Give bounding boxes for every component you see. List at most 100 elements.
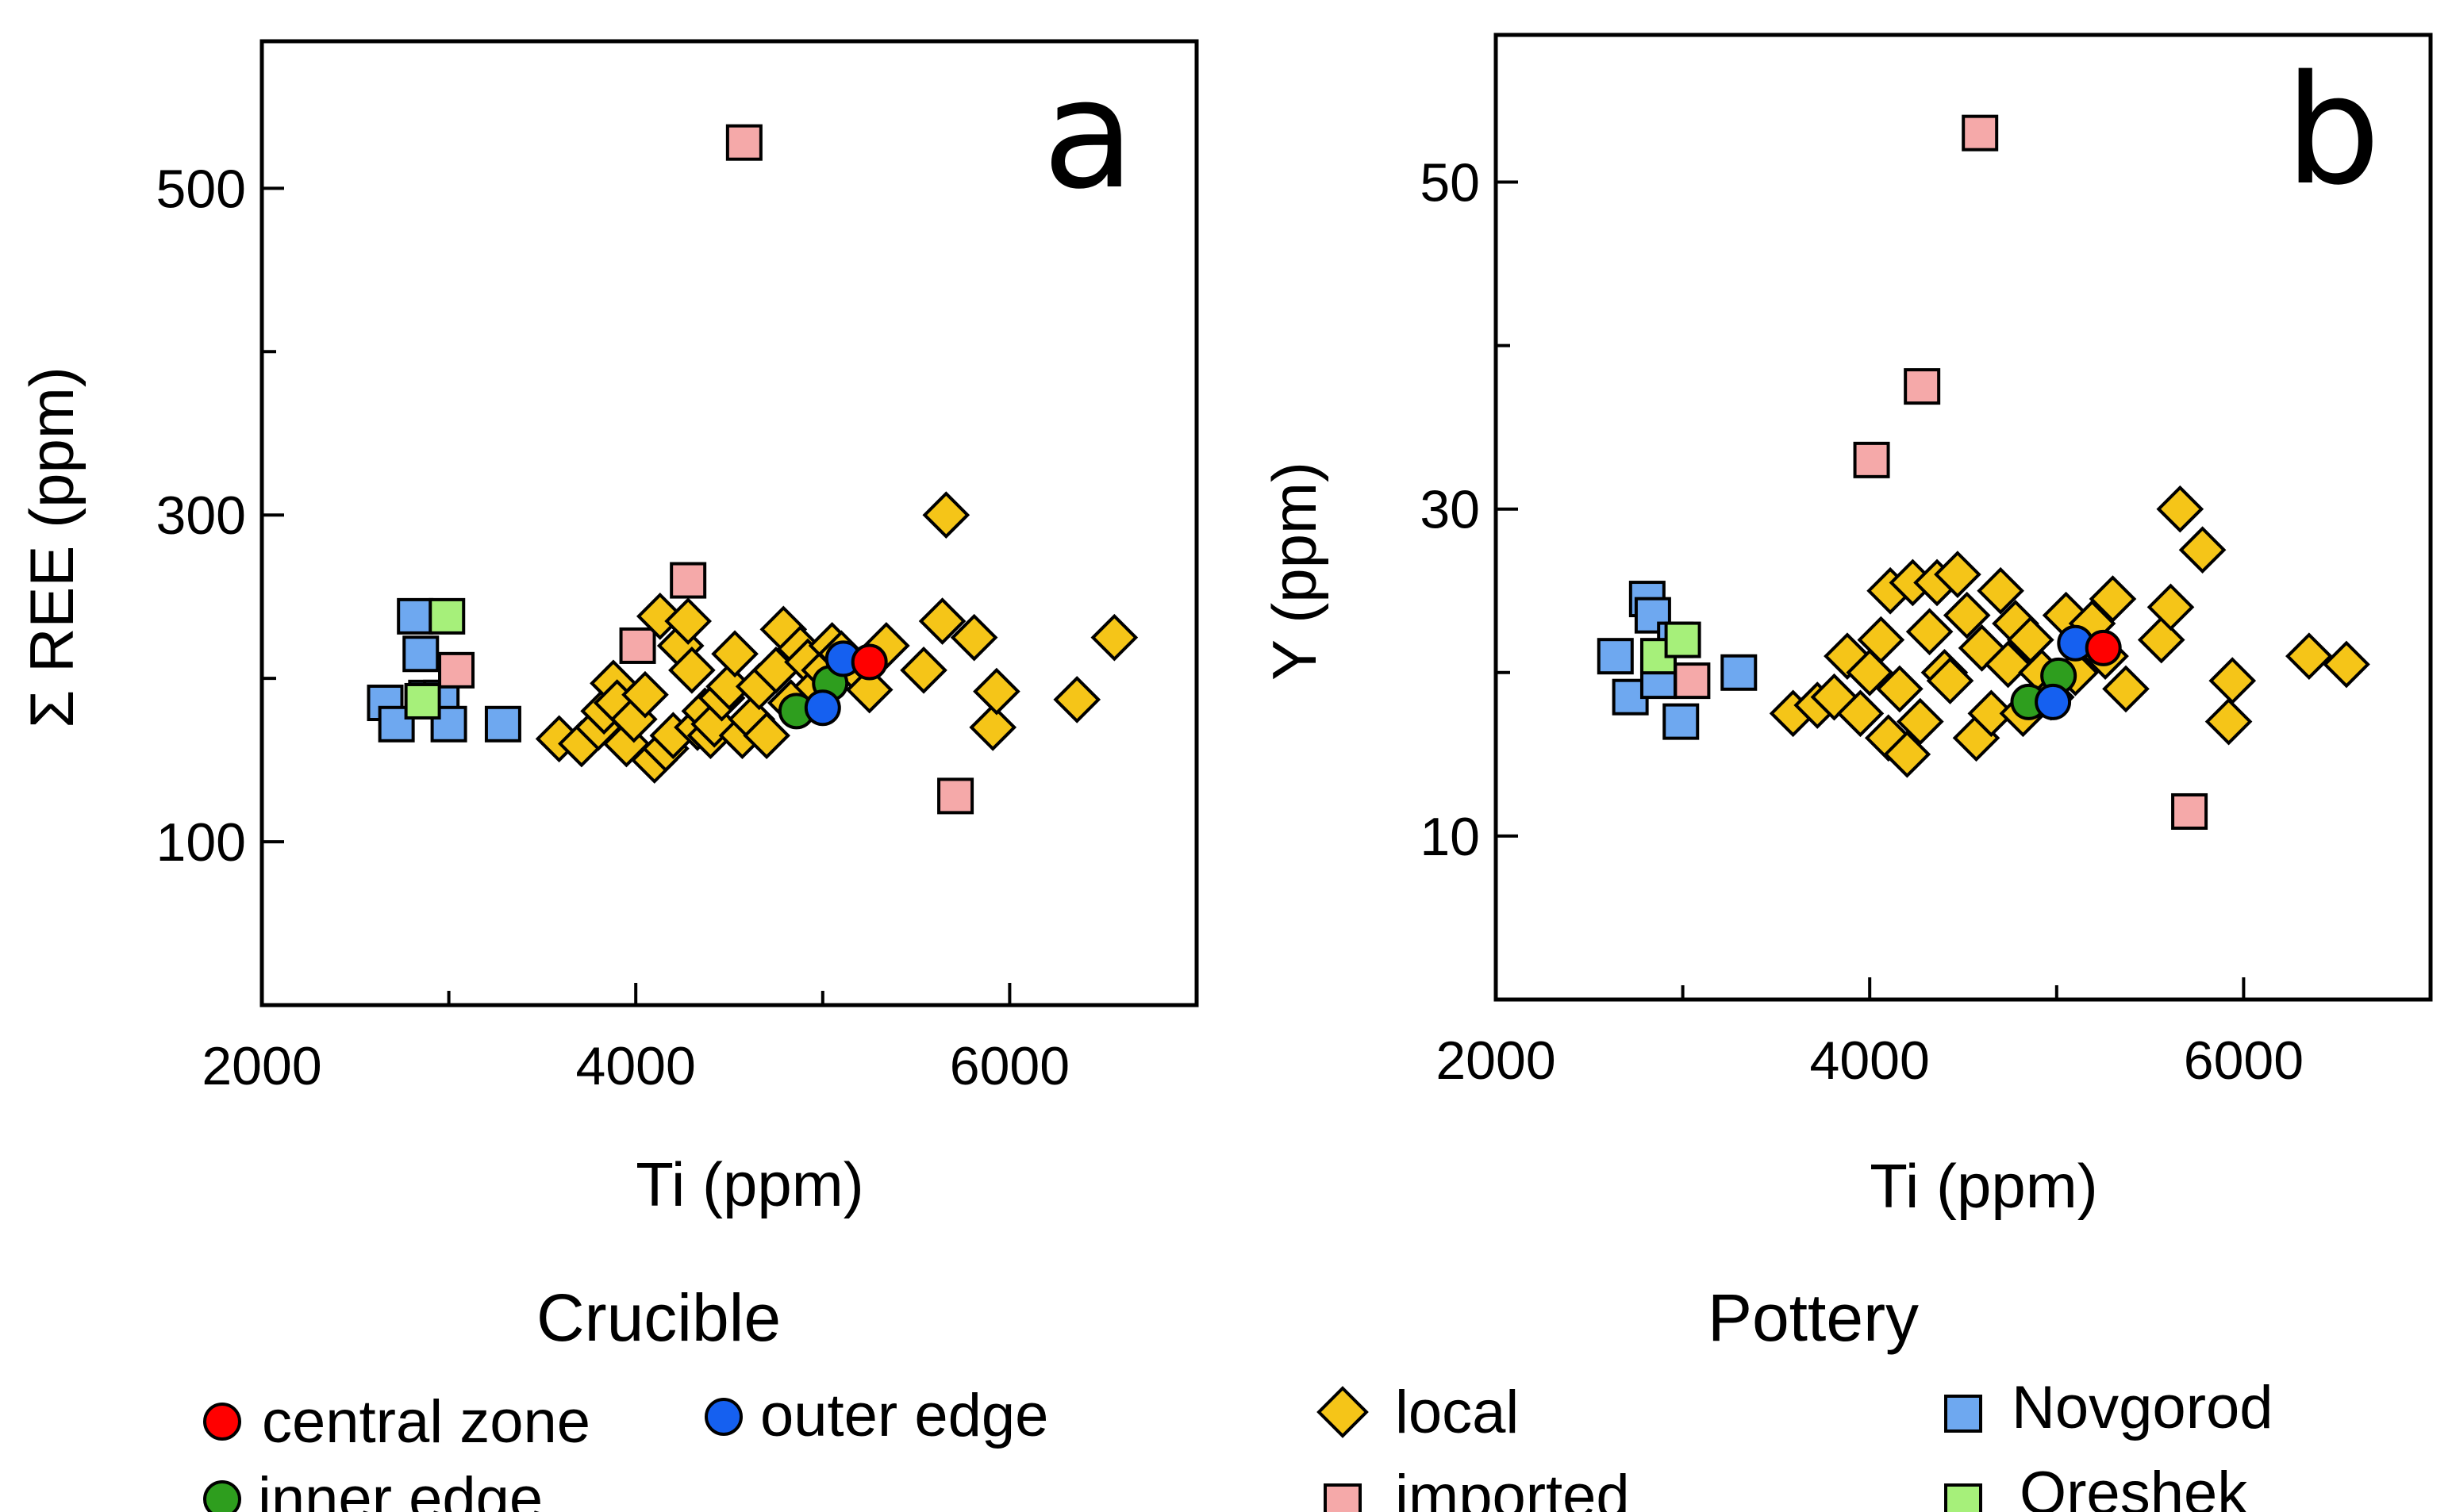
panel-b-imported-point [1853,441,1890,478]
panel-b-local-point [2208,657,2257,704]
panel-a-local-point [664,597,712,645]
legend-central-zone-label: central zone [262,1388,590,1456]
panel-a-imported-point [670,562,707,599]
panel-a: 2000 4000 6000 100 300 500 a Ti (ppm) Σ REE (… [17,39,1199,1219]
panel-b-imported-point [2171,792,2208,830]
panel-b-novgorod-point [1634,597,1671,634]
panel-a-local-point [922,491,970,539]
panel-a-y-tick-label: 300 [156,485,246,546]
panel-a-imported-point [725,124,763,161]
panel-b-local-point [1883,731,1931,778]
panel-a-outer-edge-point [804,689,841,727]
panel-b-outer-edge-point [2035,683,2072,720]
panel-b-local-point [2156,485,2204,533]
panel-b-letter: b [2285,43,2381,218]
panel-a-local-point [743,712,790,760]
panel-a-letter: a [1043,47,1135,222]
panel-b-novgorod-point [1597,638,1634,675]
panel-b-imported-point [1904,368,1941,405]
panel-b-local-point [1876,665,1924,713]
panel-b-x-axis-label: Ti (ppm) [1870,1151,2097,1221]
panel-b-oreshek-point [1664,621,1701,658]
legend-pottery: Pottery local imported Novgorod Oreshek [1316,1280,2273,1512]
panel-a-y-axis-label: Σ REE (ppm) [17,366,86,728]
panel-b-x-tick-label: 6000 [2184,1030,2304,1091]
panel-b-local-point [1857,616,1905,664]
panel-b-y-tick-label: 30 [1420,480,1480,540]
panel-b-local-point [2285,632,2333,681]
panel-a-local-point [969,704,1017,751]
panel-a-marks [367,124,1139,815]
legend-inner-edge-label: inner edge [258,1465,543,1512]
panel-b-local-point [2102,665,2150,713]
panel-b-local-point [1926,657,1974,704]
panel-a-x-tick-label: 2000 [202,1036,321,1096]
panel-b-ticks: 2000 4000 6000 10 30 50 [1420,152,2304,1091]
legend-local-swatch [1316,1386,1369,1438]
panel-b-local-point [2089,575,2137,623]
legend-outer-edge-swatch [705,1398,743,1436]
panel-a-local-point [900,647,947,694]
panel-b-y-axis-label: Y (ppm) [1259,462,1329,681]
panel-a-local-point [1053,676,1101,723]
panel-b: 2000 4000 6000 10 30 50 b Ti (ppm) Y (ppm) [1259,33,2433,1221]
panel-a-novgorod-point [397,597,434,635]
panel-b-local-point [1934,551,1981,598]
panel-b-central-zone-point [2085,629,2122,666]
panel-b-local-point [1977,566,2024,615]
panel-b-local-point [1967,689,2016,738]
panel-b-imported-point [1674,662,1711,700]
panel-a-local-point [973,667,1020,716]
panel-b-y-tick-label: 10 [1420,807,1480,867]
panel-b-local-point [1810,673,1858,721]
panel-a-central-zone-point [851,643,888,681]
panel-b-local-point [1984,640,2032,689]
panel-b-x-tick-label: 2000 [1435,1030,1555,1091]
panel-a-y-tick-label: 500 [156,159,246,219]
panel-b-local-point [2323,640,2370,689]
panel-b-local-point [1896,697,1944,746]
panel-b-x-tick-label: 4000 [1810,1030,1930,1091]
panel-a-imported-point [937,777,974,815]
legend-inner-edge-swatch [203,1480,241,1512]
panel-a-imported-point [438,651,475,689]
legend-crucible-title: Crucible [536,1280,781,1355]
panel-a-local-point [950,613,998,662]
panel-a-local-point [621,670,669,719]
panel-a-oreshek-point [404,682,441,720]
panel-b-local-point [1943,591,1991,639]
legend-pottery-title: Pottery [1708,1280,1919,1355]
panel-a-imported-point [619,627,656,664]
legend-oreshek-label: Oreshek [2020,1460,2248,1512]
panel-b-local-point [1836,689,1885,738]
panel-a-x-tick-label: 4000 [576,1036,696,1096]
panel-a-local-point [711,630,759,678]
panel-b-local-point [2146,583,2195,631]
panel-b-imported-point [1962,114,1999,152]
panel-b-local-point [2137,616,2185,664]
panel-a-local-point [668,647,716,694]
panel-a-ticks: 2000 4000 6000 100 300 500 [156,159,1070,1096]
panel-b-marks [1597,114,2370,830]
panel-b-frame [1493,33,2433,1002]
panel-a-frame [259,39,1199,1007]
legend-outer-edge-label: outer edge [760,1382,1048,1449]
panel-b-local-point [1824,632,1871,681]
panel-b-local-point [2204,697,2253,746]
panel-a-local-point [1090,613,1139,662]
panel-a-x-tick-label: 6000 [950,1036,1070,1096]
panel-b-novgorod-point [1662,703,1700,740]
panel-b-local-point [1905,608,1954,656]
panel-b-novgorod-point [1720,654,1758,691]
legend-oreshek-swatch [1944,1483,1982,1512]
panel-b-local-point [2178,526,2227,574]
panel-a-novgorod-point [402,635,440,673]
panel-a-novgorod-point [484,705,521,743]
panel-a-local-point [845,666,894,714]
legend-novgorod-swatch [1944,1395,1982,1433]
panel-a-y-tick-label: 100 [156,812,246,873]
panel-b-y-tick-label: 50 [1420,152,1480,213]
legend-imported-label: imported [1395,1463,1630,1512]
panel-a-oreshek-point [429,597,466,635]
